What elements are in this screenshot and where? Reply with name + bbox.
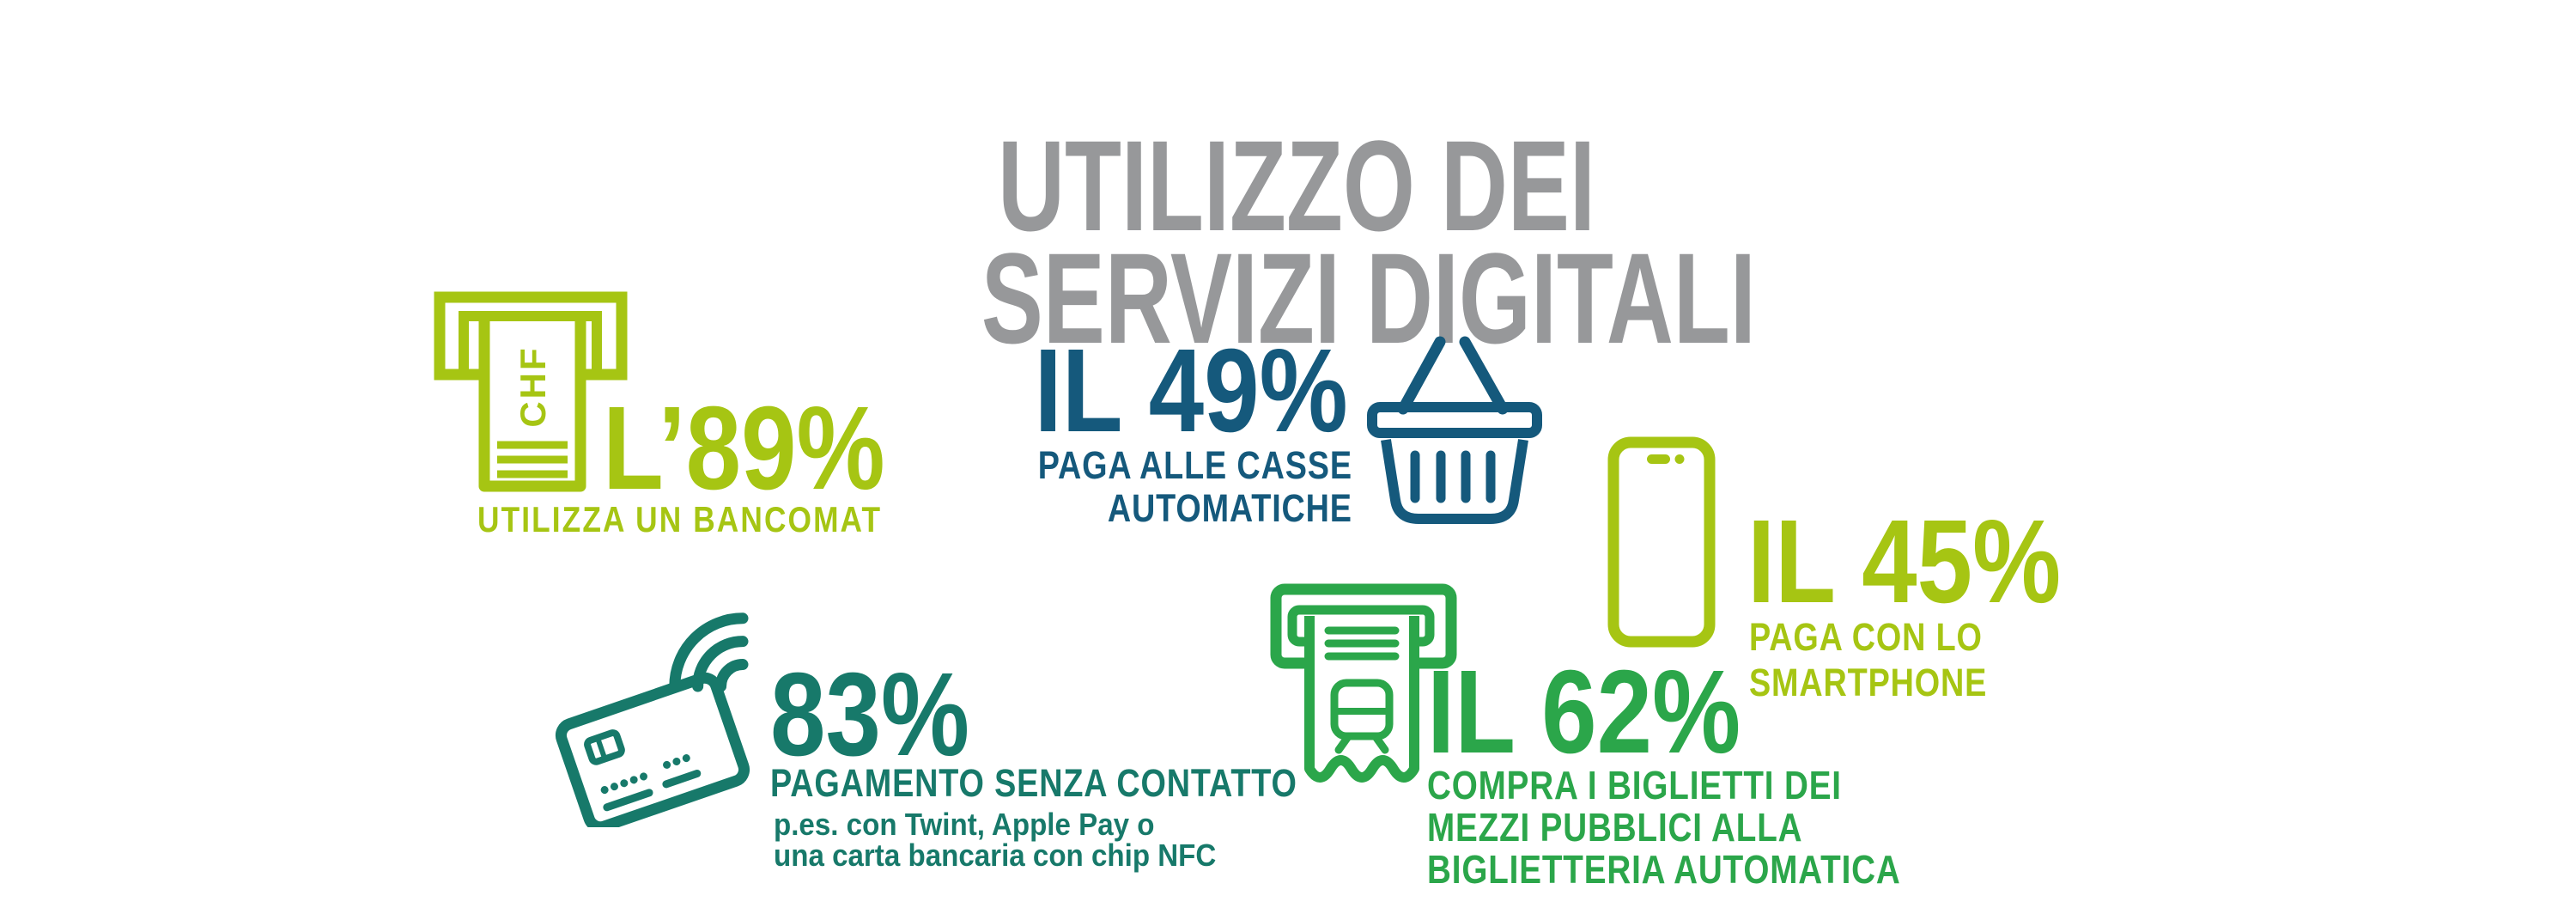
title-line-2: SERVIZI DIGITALI xyxy=(981,225,1756,370)
stat-label-biglietteria-line: COMPRA I BIGLIETTI DEI xyxy=(1427,763,1842,807)
stat-label-contactless-line: PAGAMENTO SENZA CONTATTO xyxy=(770,761,1297,805)
ticket-machine-icon xyxy=(1270,583,1457,783)
stat-value-biglietteria: IL 62% xyxy=(1427,646,1741,778)
stat-label-bancomat: UTILIZZA UN BANCOMAT xyxy=(477,502,882,538)
atm-cash-dispenser-icon: CHF xyxy=(434,291,628,492)
stat-value-casse: IL 49% xyxy=(1034,325,1348,457)
stat-label-casse-line: PAGA ALLE CASSE xyxy=(1037,443,1352,487)
contactless-card-icon xyxy=(555,612,750,827)
chf-currency-label: CHF xyxy=(513,345,553,427)
stat-value-contactless: 83% xyxy=(770,649,970,781)
stat-label-biglietteria-line: BIGLIETTERIA AUTOMATICA xyxy=(1427,847,1901,892)
stat-label-biglietteria: COMPRA I BIGLIETTI DEI MEZZI PUBBLICI AL… xyxy=(1427,765,1901,891)
title-line-1: UTILIZZO DEI xyxy=(998,113,1595,258)
stat-sublabel-contactless: p.es. con Twint, Apple Pay o una carta b… xyxy=(774,809,1216,871)
stat-label-biglietteria-line: MEZZI PUBBLICI ALLA xyxy=(1427,805,1803,850)
stat-label-smartphone-line: SMARTPHONE xyxy=(1749,661,1988,704)
stat-value-smartphone: IL 45% xyxy=(1747,496,2062,628)
stat-label-smartphone: PAGA CON LO SMARTPHONE xyxy=(1749,614,1987,705)
stat-sublabel-contactless-line: una carta bancaria con chip NFC xyxy=(774,838,1217,873)
smartphone-icon xyxy=(1607,436,1716,648)
stat-value-bancomat: L’89% xyxy=(603,382,885,515)
shopping-basket-icon xyxy=(1367,336,1542,524)
stat-label-casse-line: AUTOMATICHE xyxy=(1107,486,1352,530)
page-title: UTILIZZO DEI SERVIZI DIGITALI xyxy=(981,113,1756,370)
stat-label-contactless: PAGAMENTO SENZA CONTATTO xyxy=(770,764,1297,802)
stat-label-smartphone-line: PAGA CON LO xyxy=(1749,615,1983,659)
stat-label-casse: PAGA ALLE CASSE AUTOMATICHE xyxy=(1038,444,1352,530)
stat-label-bancomat-line: UTILIZZA UN BANCOMAT xyxy=(477,499,883,539)
stat-sublabel-contactless-line: p.es. con Twint, Apple Pay o xyxy=(774,807,1155,842)
